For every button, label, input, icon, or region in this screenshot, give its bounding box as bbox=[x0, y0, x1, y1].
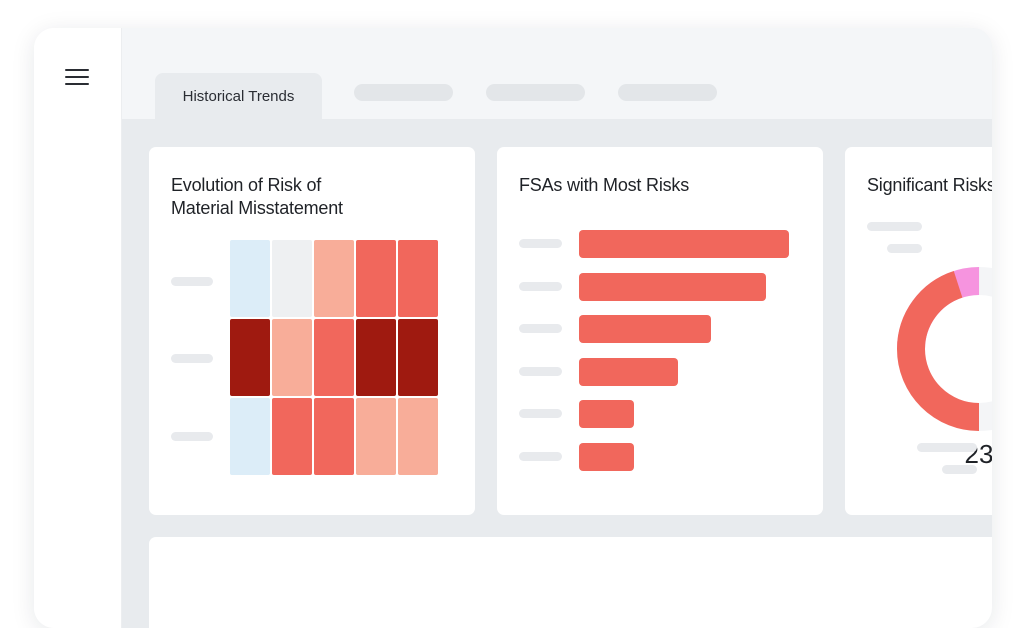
heatmap-cell bbox=[230, 240, 270, 317]
heatmap-cell bbox=[314, 240, 354, 317]
tab-historical-trends[interactable]: Historical Trends bbox=[155, 73, 322, 119]
tab-bar: Historical Trends bbox=[122, 28, 992, 119]
bar bbox=[579, 400, 634, 429]
heatmap-cell bbox=[398, 240, 438, 317]
row-label-placeholder bbox=[171, 354, 213, 363]
bar-label-placeholder bbox=[519, 366, 562, 376]
heatmap-cell bbox=[356, 319, 396, 396]
heatmap-cell bbox=[398, 398, 438, 475]
heatmap-cell bbox=[356, 398, 396, 475]
bar bbox=[579, 357, 678, 386]
heatmap-cell bbox=[272, 319, 312, 396]
heatmap-cell bbox=[314, 398, 354, 475]
heatmap-cell bbox=[314, 319, 354, 396]
hamburger-menu-icon[interactable] bbox=[65, 69, 89, 86]
bar-label-placeholder bbox=[519, 409, 562, 419]
bar bbox=[579, 315, 711, 344]
bar-label-placeholder bbox=[519, 239, 562, 248]
heatmap-cell bbox=[272, 240, 312, 317]
row-label-placeholder bbox=[171, 277, 213, 286]
rmm-evolution-card: Evolution of Risk of Material Misstateme… bbox=[149, 147, 475, 515]
bar-label-placeholder bbox=[519, 281, 562, 291]
donut-segment bbox=[897, 267, 992, 431]
bar-label-placeholder bbox=[519, 452, 562, 461]
significant-risks-donut bbox=[897, 267, 992, 431]
legend-placeholder bbox=[917, 443, 977, 452]
app-window: Historical Trends Evolution of Risk of M… bbox=[34, 28, 992, 628]
fsa-risks-card: FSAs with Most Risks bbox=[497, 147, 823, 515]
heatmap-cell bbox=[398, 319, 438, 396]
heatmap-cell bbox=[230, 319, 270, 396]
heatmap-cell bbox=[272, 398, 312, 475]
significant-risks-card: Significant Risks 23 bbox=[845, 147, 992, 515]
bar bbox=[579, 272, 766, 301]
card-title: Evolution of Risk of Material Misstateme… bbox=[171, 175, 343, 218]
bottom-card bbox=[149, 537, 992, 628]
bar-label-placeholder bbox=[519, 324, 562, 334]
tab-placeholder-1[interactable] bbox=[354, 84, 453, 101]
bar bbox=[579, 230, 789, 258]
tab-placeholder-2[interactable] bbox=[486, 84, 585, 101]
subtitle-placeholder bbox=[887, 244, 922, 253]
sidebar bbox=[34, 28, 122, 628]
subtitle-placeholder bbox=[867, 222, 922, 231]
card-title: FSAs with Most Risks bbox=[519, 175, 690, 195]
row-label-placeholder bbox=[171, 432, 213, 441]
heatmap-cell bbox=[356, 240, 396, 317]
bar bbox=[579, 443, 634, 471]
legend-placeholder bbox=[942, 465, 977, 474]
card-title: Significant Risks bbox=[867, 175, 992, 195]
main-content: Historical Trends Evolution of Risk of M… bbox=[122, 28, 992, 628]
heatmap-cell bbox=[230, 398, 270, 475]
tab-placeholder-3[interactable] bbox=[618, 84, 717, 101]
